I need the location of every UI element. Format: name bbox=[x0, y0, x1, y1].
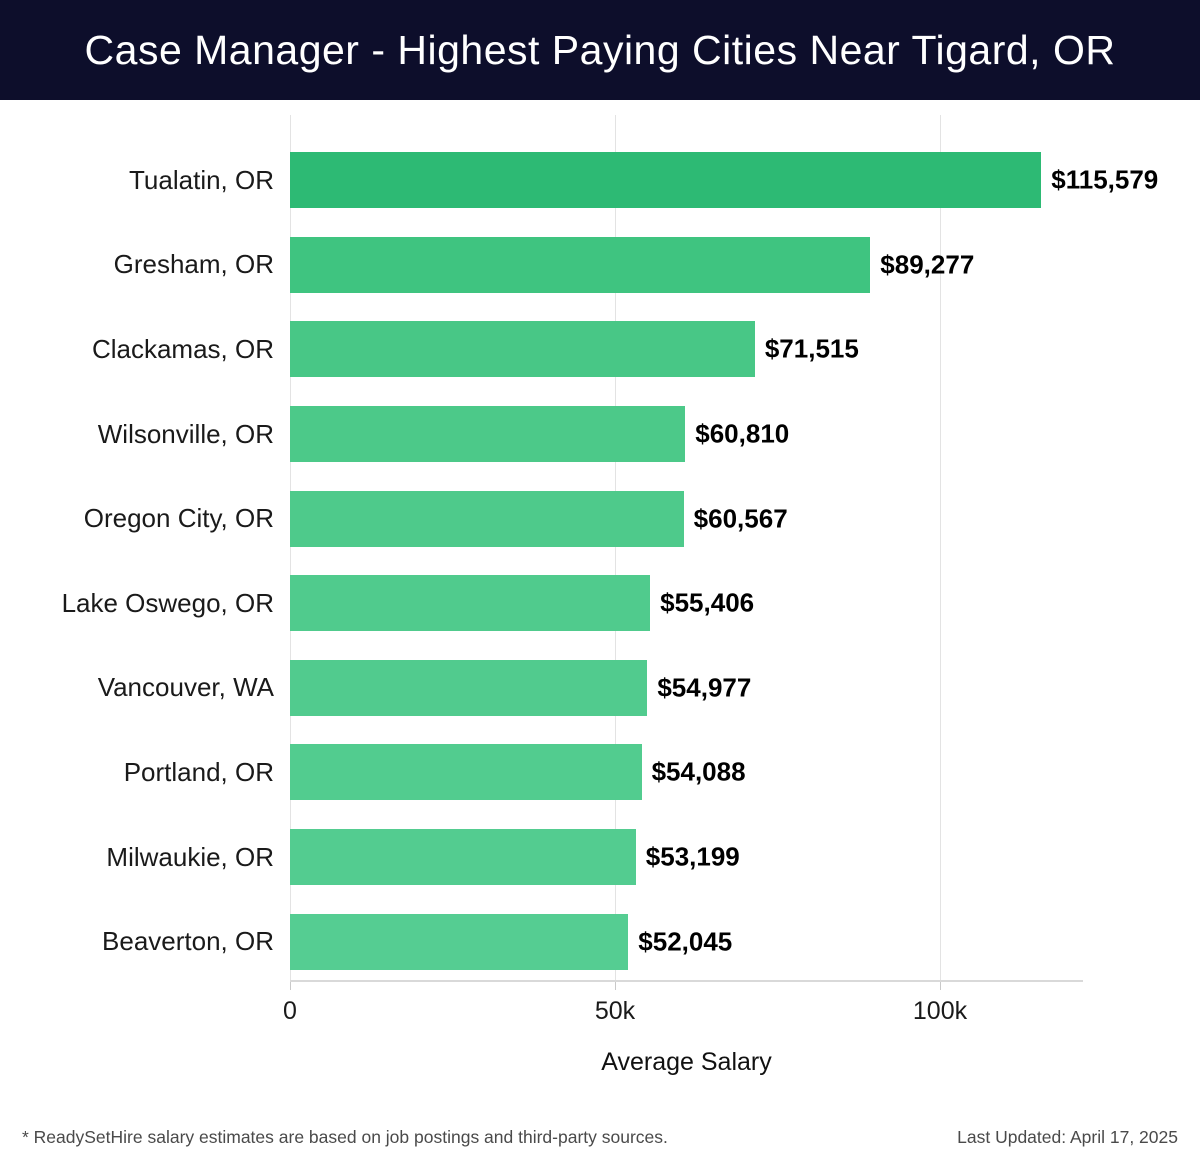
bar-track: $60,567 bbox=[290, 490, 1083, 547]
footer: * ReadySetHire salary estimates are base… bbox=[0, 1127, 1200, 1148]
x-tick-label: 100k bbox=[912, 997, 968, 1025]
x-tick-label: 0 bbox=[283, 997, 297, 1025]
bar-track: $55,406 bbox=[290, 575, 1083, 632]
bar-category-label: Beaverton, OR bbox=[102, 926, 274, 957]
bar bbox=[290, 575, 651, 632]
bar bbox=[290, 152, 1042, 209]
bar-value-label: $54,088 bbox=[651, 756, 746, 787]
bar-value-label: $115,579 bbox=[1051, 164, 1159, 195]
bar-category-label: Lake Oswego, OR bbox=[61, 587, 274, 618]
bar-value-label: $53,199 bbox=[645, 841, 740, 872]
bar-row: Milwaukie, OR $53,199 bbox=[0, 815, 1200, 900]
bar-category-label: Oregon City, OR bbox=[83, 503, 274, 534]
bar-value-label: $52,045 bbox=[638, 926, 733, 957]
bar-row: Lake Oswego, OR $55,406 bbox=[0, 561, 1200, 646]
page-title: Case Manager - Highest Paying Cities Nea… bbox=[84, 26, 1116, 73]
bar-category-label: Clackamas, OR bbox=[91, 333, 274, 364]
x-axis-title: Average Salary bbox=[601, 1048, 772, 1076]
bar-category-label: Tualatin, OR bbox=[129, 164, 274, 195]
bar-row: Wilsonville, OR $60,810 bbox=[0, 392, 1200, 477]
bar-category-label: Vancouver, WA bbox=[97, 672, 274, 703]
bar-row: Tualatin, OR $115,579 bbox=[0, 138, 1200, 223]
bar bbox=[290, 406, 686, 463]
bar-value-label: $89,277 bbox=[880, 249, 975, 280]
bar-category-label: Wilsonville, OR bbox=[97, 418, 274, 449]
footer-last-updated: Last Updated: April 17, 2025 bbox=[957, 1127, 1178, 1147]
bar-row: Gresham, OR $89,277 bbox=[0, 223, 1200, 308]
bar-track: $115,579 bbox=[290, 152, 1158, 209]
tick-mark-100k bbox=[940, 982, 941, 990]
tick-mark-50k bbox=[615, 982, 616, 990]
plot-area bbox=[290, 115, 1083, 990]
bar-value-label: $60,567 bbox=[693, 503, 788, 534]
bar-row: Beaverton, OR $52,045 bbox=[0, 899, 1200, 984]
gridline-0 bbox=[290, 115, 291, 980]
bar-rows: Tualatin, OR $115,579 Gresham, OR $89,277 Cl… bbox=[0, 138, 1200, 984]
bar-row: Portland, OR $54,088 bbox=[0, 730, 1200, 815]
bar-value-label: $54,977 bbox=[657, 672, 752, 703]
gridline-50k bbox=[615, 115, 616, 980]
bar-category-label: Gresham, OR bbox=[113, 249, 274, 280]
bar-track: $52,045 bbox=[290, 913, 1083, 970]
bar-value-label: $55,406 bbox=[660, 587, 755, 618]
bar-category-label: Portland, OR bbox=[123, 756, 274, 787]
bar bbox=[290, 913, 629, 970]
bar-value-label: $60,810 bbox=[695, 418, 790, 449]
bar-chart: Tualatin, OR $115,579 Gresham, OR $89,277 Cl… bbox=[0, 100, 1200, 1158]
bar bbox=[290, 829, 636, 886]
bar-track: $71,515 bbox=[290, 321, 1083, 378]
bar-track: $54,088 bbox=[290, 744, 1083, 801]
bar bbox=[290, 490, 684, 547]
bar bbox=[290, 659, 648, 716]
tick-mark-0 bbox=[290, 982, 291, 990]
bar-track: $54,977 bbox=[290, 659, 1083, 716]
bar-category-label: Milwaukie, OR bbox=[106, 841, 274, 872]
title-bar: Case Manager - Highest Paying Cities Nea… bbox=[0, 0, 1200, 100]
bar bbox=[290, 321, 755, 378]
bar-track: $89,277 bbox=[290, 236, 1083, 293]
bar-value-label: $71,515 bbox=[764, 333, 859, 364]
bar-track: $60,810 bbox=[290, 406, 1083, 463]
bar-row: Vancouver, WA $54,977 bbox=[0, 646, 1200, 731]
gridline-100k bbox=[940, 115, 941, 980]
x-tick-label: 50k bbox=[594, 997, 636, 1025]
bar-track: $53,199 bbox=[290, 829, 1083, 886]
bar-row: Oregon City, OR $60,567 bbox=[0, 476, 1200, 561]
bar-row: Clackamas, OR $71,515 bbox=[0, 307, 1200, 392]
bar bbox=[290, 744, 642, 801]
footer-note: * ReadySetHire salary estimates are base… bbox=[22, 1127, 668, 1147]
bar bbox=[290, 236, 871, 293]
